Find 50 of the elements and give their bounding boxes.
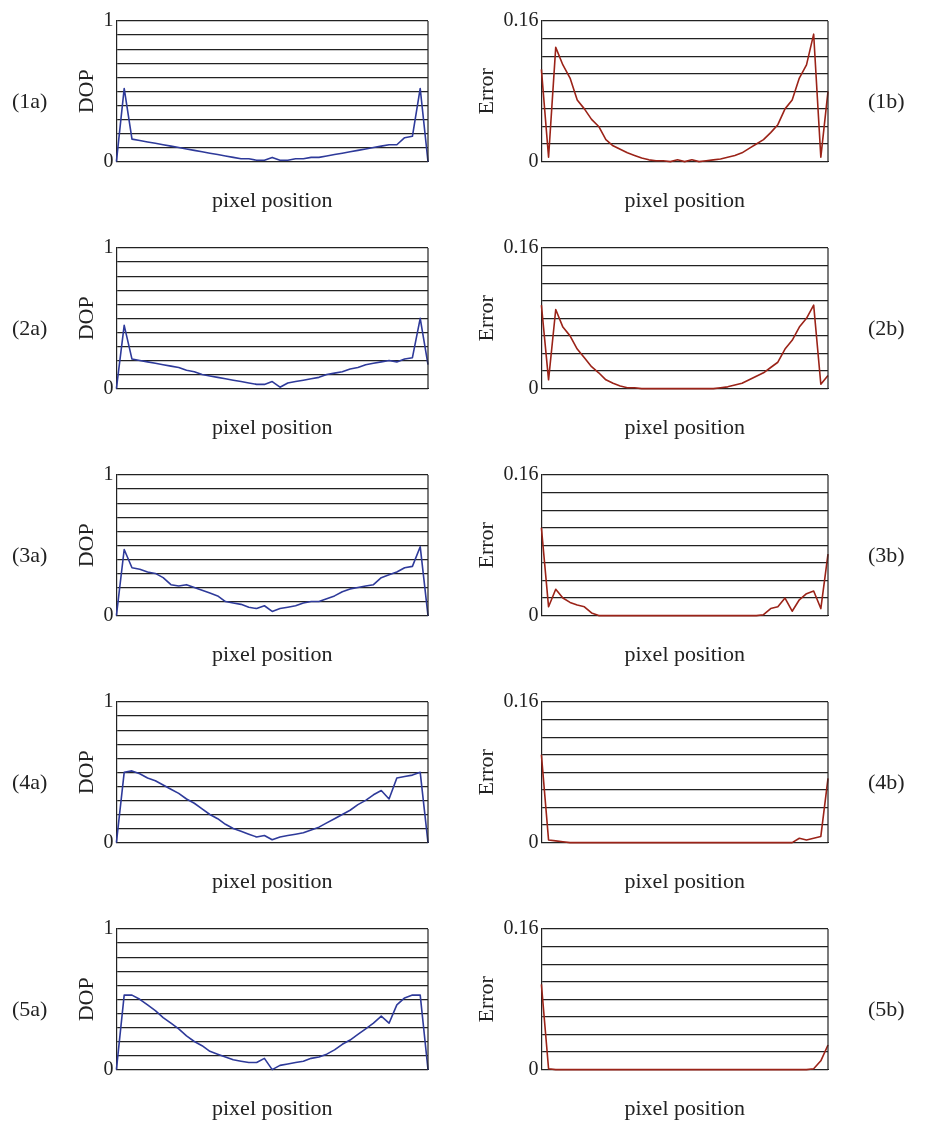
y-tick-label: 0 (528, 602, 539, 625)
y-tick-label: 0 (103, 829, 114, 852)
x-axis-title: pixel position (624, 413, 745, 439)
y-axis-title: DOP (72, 523, 98, 568)
y-tick-label: 0 (103, 148, 114, 171)
y-tick-label: 0 (528, 1056, 539, 1079)
x-axis-title: pixel position (212, 640, 333, 666)
x-axis-title: pixel position (212, 867, 333, 893)
y-tick-label: 0.16 (503, 689, 539, 712)
y-tick-label: 1 (103, 8, 114, 31)
y-tick-label: 1 (103, 916, 114, 939)
text: (2a) (12, 315, 48, 341)
text: (3b) (868, 542, 905, 568)
x-axis-title: pixel position (212, 186, 333, 212)
y-tick-label: 0 (103, 1056, 114, 1079)
y-tick-label: 0.16 (503, 8, 539, 31)
x-axis-title: pixel position (624, 186, 745, 212)
y-tick-label: 0 (528, 148, 539, 171)
x-axis-title: pixel position (212, 1094, 333, 1120)
x-axis-title: pixel position (624, 867, 745, 893)
y-axis-title: Error (472, 67, 498, 115)
y-tick-label: 0.16 (503, 916, 539, 939)
y-tick-label: 0 (103, 602, 114, 625)
y-axis-title: Error (472, 521, 498, 569)
y-tick-label: 0 (528, 829, 539, 852)
text: (5b) (868, 996, 905, 1022)
y-tick-label: 0 (103, 375, 114, 398)
text: (1a) (12, 88, 48, 114)
text: (2b) (868, 315, 905, 341)
y-axis-title: DOP (72, 750, 98, 795)
y-axis-title: DOP (72, 296, 98, 341)
text: (5a) (12, 996, 48, 1022)
y-tick-label: 0.16 (503, 462, 539, 485)
y-axis-title: Error (472, 748, 498, 796)
y-axis-title: DOP (72, 69, 98, 114)
text: (1b) (868, 88, 905, 114)
y-axis-title: DOP (72, 977, 98, 1022)
text: (4a) (12, 769, 48, 795)
x-axis-title: pixel position (624, 640, 745, 666)
y-tick-label: 1 (103, 235, 114, 258)
text: (4b) (868, 769, 905, 795)
y-axis-title: Error (472, 975, 498, 1023)
y-tick-label: 1 (103, 462, 114, 485)
x-axis-title: pixel position (212, 413, 333, 439)
y-tick-label: 0 (528, 375, 539, 398)
y-axis-title: Error (472, 294, 498, 342)
y-tick-label: 1 (103, 689, 114, 712)
text: (3a) (12, 542, 48, 568)
x-axis-title: pixel position (624, 1094, 745, 1120)
y-tick-label: 0.16 (503, 235, 539, 258)
